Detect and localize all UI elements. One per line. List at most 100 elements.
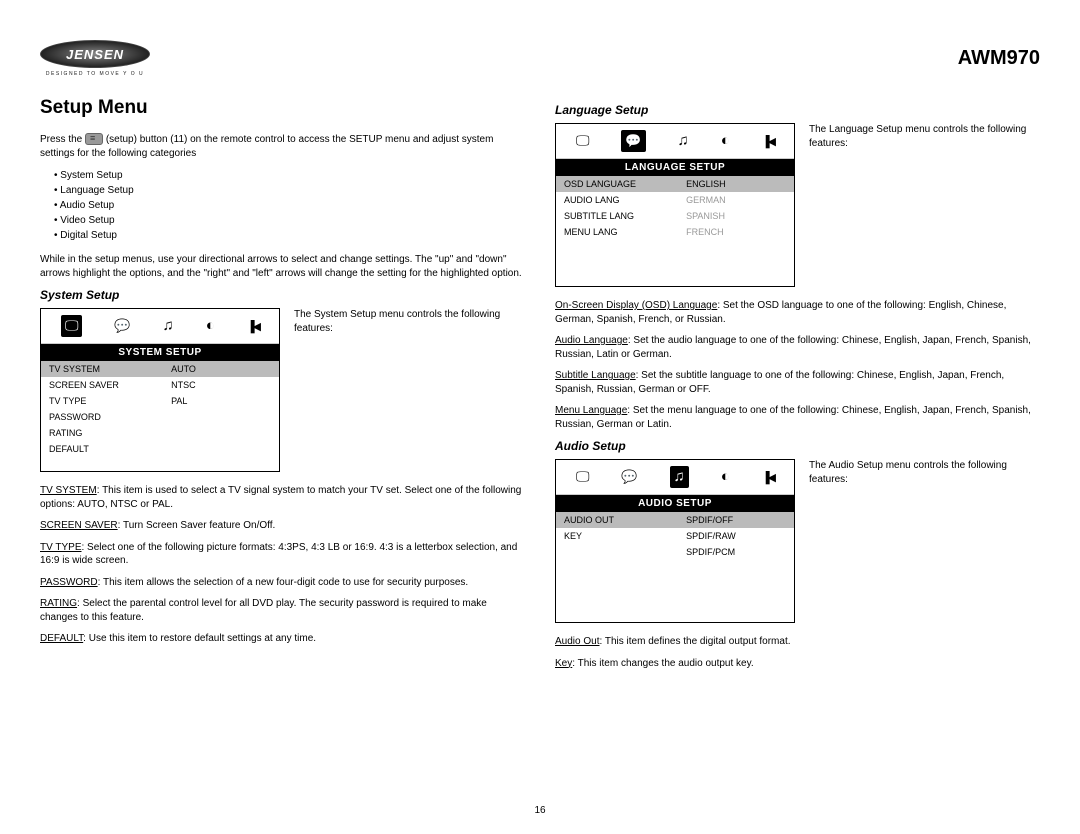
item-desc: PASSWORD: This item allows the selection…: [40, 576, 525, 590]
right-column: Language Setup LANGUAGE SETUP OSD LANGUA…: [555, 97, 1040, 678]
item-label: SCREEN SAVER: [40, 520, 118, 531]
page-title: Setup Menu: [40, 97, 525, 119]
language-setup-block: LANGUAGE SETUP OSD LANGUAGEENGLISH AUDIO…: [555, 123, 1040, 287]
menu-rows: TV SYSTEMAUTO SCREEN SAVERNTSC TV TYPEPA…: [41, 361, 279, 471]
contrast-icon: [206, 317, 215, 335]
item-label: Subtitle Language: [555, 370, 636, 381]
menu-row: TV SYSTEMAUTO: [41, 361, 279, 377]
menu-row-value: [171, 412, 271, 422]
item-label: RATING: [40, 598, 77, 609]
music-icon: [670, 466, 689, 488]
item-desc: On-Screen Display (OSD) Language: Set th…: [555, 299, 1040, 326]
left-column: Setup Menu Press the (setup) button (11)…: [40, 97, 525, 678]
item-label: Audio Out: [555, 636, 599, 647]
brand-tagline: DESIGNED TO MOVE Y O U: [46, 71, 144, 77]
language-setup-menu: LANGUAGE SETUP OSD LANGUAGEENGLISH AUDIO…: [555, 123, 795, 287]
item-text: : This item defines the digital output f…: [599, 636, 790, 647]
menu-row-label: KEY: [564, 531, 686, 541]
list-item: Video Setup: [54, 213, 525, 228]
speech-icon: [621, 130, 645, 152]
menu-row-value: SPDIF/PCM: [686, 547, 786, 557]
intro-pre: Press the: [40, 134, 85, 145]
list-item: System Setup: [54, 168, 525, 183]
page-number: 16: [534, 805, 545, 816]
page-header: JENSEN DESIGNED TO MOVE Y O U AWM970: [40, 40, 1040, 77]
menu-row-label: SCREEN SAVER: [49, 380, 171, 390]
menu-row-label: MENU LANG: [564, 227, 686, 237]
menu-rows: AUDIO OUTSPDIF/OFF KEYSPDIF/RAW SPDIF/PC…: [556, 512, 794, 622]
menu-row-value: SPANISH: [686, 211, 786, 221]
brand-logo: JENSEN: [40, 40, 150, 68]
menu-title-bar: LANGUAGE SETUP: [556, 159, 794, 176]
menu-row: SCREEN SAVERNTSC: [41, 377, 279, 393]
item-text: : Select one of the following picture fo…: [40, 542, 517, 567]
model-number: AWM970: [958, 47, 1040, 70]
item-desc: Audio Language: Set the audio language t…: [555, 334, 1040, 361]
menu-row-value: FRENCH: [686, 227, 786, 237]
menu-row-label: AUDIO LANG: [564, 195, 686, 205]
audio-setup-block: AUDIO SETUP AUDIO OUTSPDIF/OFF KEYSPDIF/…: [555, 459, 1040, 623]
menu-rows: OSD LANGUAGEENGLISH AUDIO LANGGERMAN SUB…: [556, 176, 794, 286]
menu-tab-icons: [41, 309, 279, 344]
contrast-icon: [721, 468, 730, 486]
menu-row-value: SPDIF/RAW: [686, 531, 786, 541]
item-label: TV SYSTEM: [40, 485, 97, 496]
logo-wrap: JENSEN DESIGNED TO MOVE Y O U: [40, 40, 150, 77]
item-text: : Turn Screen Saver feature On/Off.: [118, 520, 276, 531]
item-label: TV TYPE: [40, 542, 82, 553]
menu-row-label: DEFAULT: [49, 444, 171, 454]
item-desc: Key: This item changes the audio output …: [555, 657, 1040, 671]
audio-setup-menu: AUDIO SETUP AUDIO OUTSPDIF/OFF KEYSPDIF/…: [555, 459, 795, 623]
menu-row: SUBTITLE LANGSPANISH: [556, 208, 794, 224]
menu-row-label: TV SYSTEM: [49, 364, 171, 374]
item-label: Key: [555, 658, 572, 669]
nav-instructions: While in the setup menus, use your direc…: [40, 253, 525, 280]
system-setup-desc: The System Setup menu controls the follo…: [294, 308, 525, 335]
dolby-icon: [247, 317, 259, 335]
menu-row: RATING: [41, 425, 279, 441]
item-text: : Select the parental control level for …: [40, 598, 487, 623]
item-label: Audio Language: [555, 335, 628, 346]
item-desc: Subtitle Language: Set the subtitle lang…: [555, 369, 1040, 396]
category-list: System Setup Language Setup Audio Setup …: [54, 168, 525, 243]
system-setup-menu: SYSTEM SETUP TV SYSTEMAUTO SCREEN SAVERN…: [40, 308, 280, 472]
dolby-icon: [762, 132, 774, 150]
item-label: Menu Language: [555, 405, 627, 416]
menu-row: TV TYPEPAL: [41, 393, 279, 409]
music-icon: [163, 317, 174, 335]
menu-row: KEYSPDIF/RAW: [556, 528, 794, 544]
language-setup-heading: Language Setup: [555, 103, 1040, 117]
menu-row-label: SUBTITLE LANG: [564, 211, 686, 221]
menu-row-label: AUDIO OUT: [564, 515, 686, 525]
menu-row-value: AUTO: [171, 364, 271, 374]
item-text: : This item allows the selection of a ne…: [98, 577, 469, 588]
item-text: : Set the menu language to one of the fo…: [555, 405, 1031, 430]
audio-setup-desc: The Audio Setup menu controls the follow…: [809, 459, 1040, 486]
menu-row-value: PAL: [171, 396, 271, 406]
list-item: Digital Setup: [54, 228, 525, 243]
list-item: Audio Setup: [54, 198, 525, 213]
tv-icon: [61, 315, 83, 337]
item-label: DEFAULT: [40, 633, 83, 644]
intro-text: Press the (setup) button (11) on the rem…: [40, 133, 525, 160]
system-setup-heading: System Setup: [40, 288, 525, 302]
item-desc: DEFAULT: Use this item to restore defaul…: [40, 632, 525, 646]
menu-row: PASSWORD: [41, 409, 279, 425]
intro-post: (setup) button (11) on the remote contro…: [40, 134, 493, 159]
menu-row-value: [171, 444, 271, 454]
music-icon: [678, 132, 689, 150]
system-setup-block: SYSTEM SETUP TV SYSTEMAUTO SCREEN SAVERN…: [40, 308, 525, 472]
dolby-icon: [762, 468, 774, 486]
item-label: PASSWORD: [40, 577, 98, 588]
menu-title-bar: AUDIO SETUP: [556, 495, 794, 512]
speech-icon: [621, 468, 637, 486]
setup-button-icon: [85, 133, 103, 145]
item-desc: TV SYSTEM: This item is used to select a…: [40, 484, 525, 511]
item-text: : This item is used to select a TV signa…: [40, 485, 521, 510]
item-desc: TV TYPE: Select one of the following pic…: [40, 541, 525, 568]
menu-row: DEFAULT: [41, 441, 279, 457]
menu-row-value: GERMAN: [686, 195, 786, 205]
item-desc: SCREEN SAVER: Turn Screen Saver feature …: [40, 519, 525, 533]
item-label: On-Screen Display (OSD) Language: [555, 300, 717, 311]
content-columns: Setup Menu Press the (setup) button (11)…: [40, 97, 1040, 678]
